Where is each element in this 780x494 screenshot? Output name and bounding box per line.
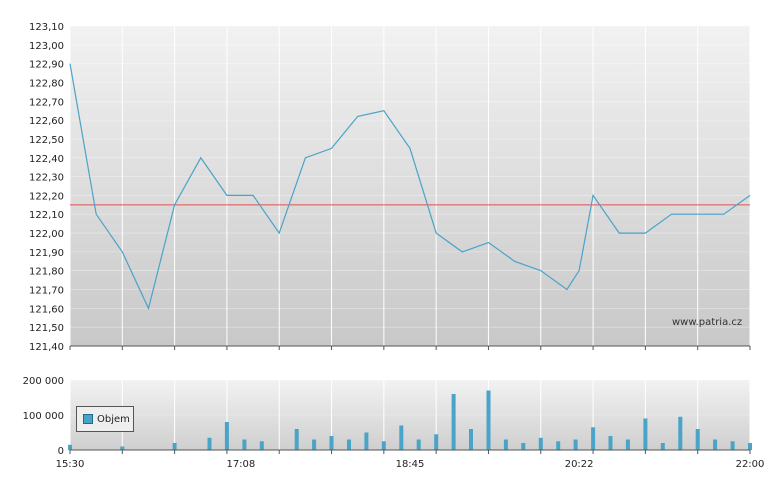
price-y-tick-label: 121,50 bbox=[29, 323, 64, 334]
volume-bar bbox=[573, 439, 578, 450]
price-y-tick-label: 121,60 bbox=[29, 304, 64, 315]
price-y-tick-label: 123,00 bbox=[29, 41, 64, 52]
volume-bar bbox=[207, 437, 212, 451]
price-y-tick-label: 122,00 bbox=[29, 229, 64, 240]
price-y-tick-label: 122,80 bbox=[29, 78, 64, 89]
volume-bar bbox=[434, 434, 439, 451]
volume-bar bbox=[381, 441, 386, 451]
volume-bar bbox=[503, 439, 508, 450]
price-y-tick-label: 122,70 bbox=[29, 97, 64, 108]
volume-bar bbox=[68, 444, 72, 451]
price-y-tick-label: 122,30 bbox=[29, 173, 64, 184]
time-tick-label: 22:00 bbox=[736, 459, 765, 470]
legend-swatch-volume bbox=[83, 414, 93, 424]
volume-bar bbox=[329, 436, 334, 450]
volume-bar bbox=[695, 429, 700, 450]
legend-label-volume: Objem bbox=[97, 413, 130, 425]
volume-bar bbox=[364, 432, 369, 450]
price-y-tick-label: 121,80 bbox=[29, 267, 64, 278]
time-tick-label: 17:08 bbox=[226, 459, 255, 470]
volume-bar bbox=[591, 427, 596, 451]
volume-bar bbox=[625, 439, 630, 450]
price-y-tick-label: 122,40 bbox=[29, 154, 64, 165]
price-y-tick-label: 122,20 bbox=[29, 191, 64, 202]
price-y-tick-label: 123,10 bbox=[29, 22, 64, 33]
price-y-tick-label: 121,70 bbox=[29, 286, 64, 297]
price-y-tick-label: 122,50 bbox=[29, 135, 64, 146]
time-tick-label: 15:30 bbox=[56, 459, 85, 470]
price-y-tick-label: 122,10 bbox=[29, 210, 64, 221]
volume-bar bbox=[242, 439, 247, 450]
volume-bar bbox=[730, 441, 735, 451]
legend: Objem bbox=[76, 406, 134, 432]
volume-bar bbox=[451, 394, 456, 450]
volume-bar bbox=[416, 439, 421, 450]
volume-bar bbox=[399, 425, 404, 450]
volume-y-tick-label: 0 bbox=[58, 446, 64, 457]
volume-bar bbox=[347, 439, 351, 450]
volume-y-tick-label: 100 000 bbox=[23, 411, 64, 422]
time-tick-label: 20:22 bbox=[565, 459, 594, 470]
volume-bar bbox=[643, 418, 648, 450]
price-y-tick-label: 122,90 bbox=[29, 60, 64, 71]
source-watermark: www.patria.cz bbox=[672, 317, 743, 328]
volume-bar bbox=[678, 416, 683, 451]
volume-bar bbox=[660, 443, 665, 450]
price-plot-area bbox=[70, 26, 750, 346]
volume-bar bbox=[486, 390, 491, 450]
volume-bar bbox=[748, 443, 752, 450]
price-y-tick-label: 121,90 bbox=[29, 248, 64, 259]
volume-bar bbox=[556, 441, 561, 451]
volume-bar bbox=[521, 443, 526, 450]
volume-bar bbox=[312, 439, 317, 450]
price-y-tick-label: 121,40 bbox=[29, 342, 64, 353]
volume-bar bbox=[259, 441, 264, 451]
volume-bar bbox=[608, 436, 613, 450]
volume-bar bbox=[120, 446, 125, 450]
volume-bar bbox=[172, 443, 177, 450]
price-y-tick-label: 122,60 bbox=[29, 116, 64, 127]
volume-y-tick-label: 200 000 bbox=[23, 376, 64, 387]
volume-bar bbox=[224, 422, 229, 450]
volume-bar bbox=[469, 429, 473, 450]
volume-bar bbox=[713, 439, 718, 450]
volume-bar bbox=[294, 429, 299, 450]
time-tick-label: 18:45 bbox=[396, 459, 425, 470]
volume-bar bbox=[538, 437, 543, 451]
price-series-line bbox=[69, 63, 751, 311]
